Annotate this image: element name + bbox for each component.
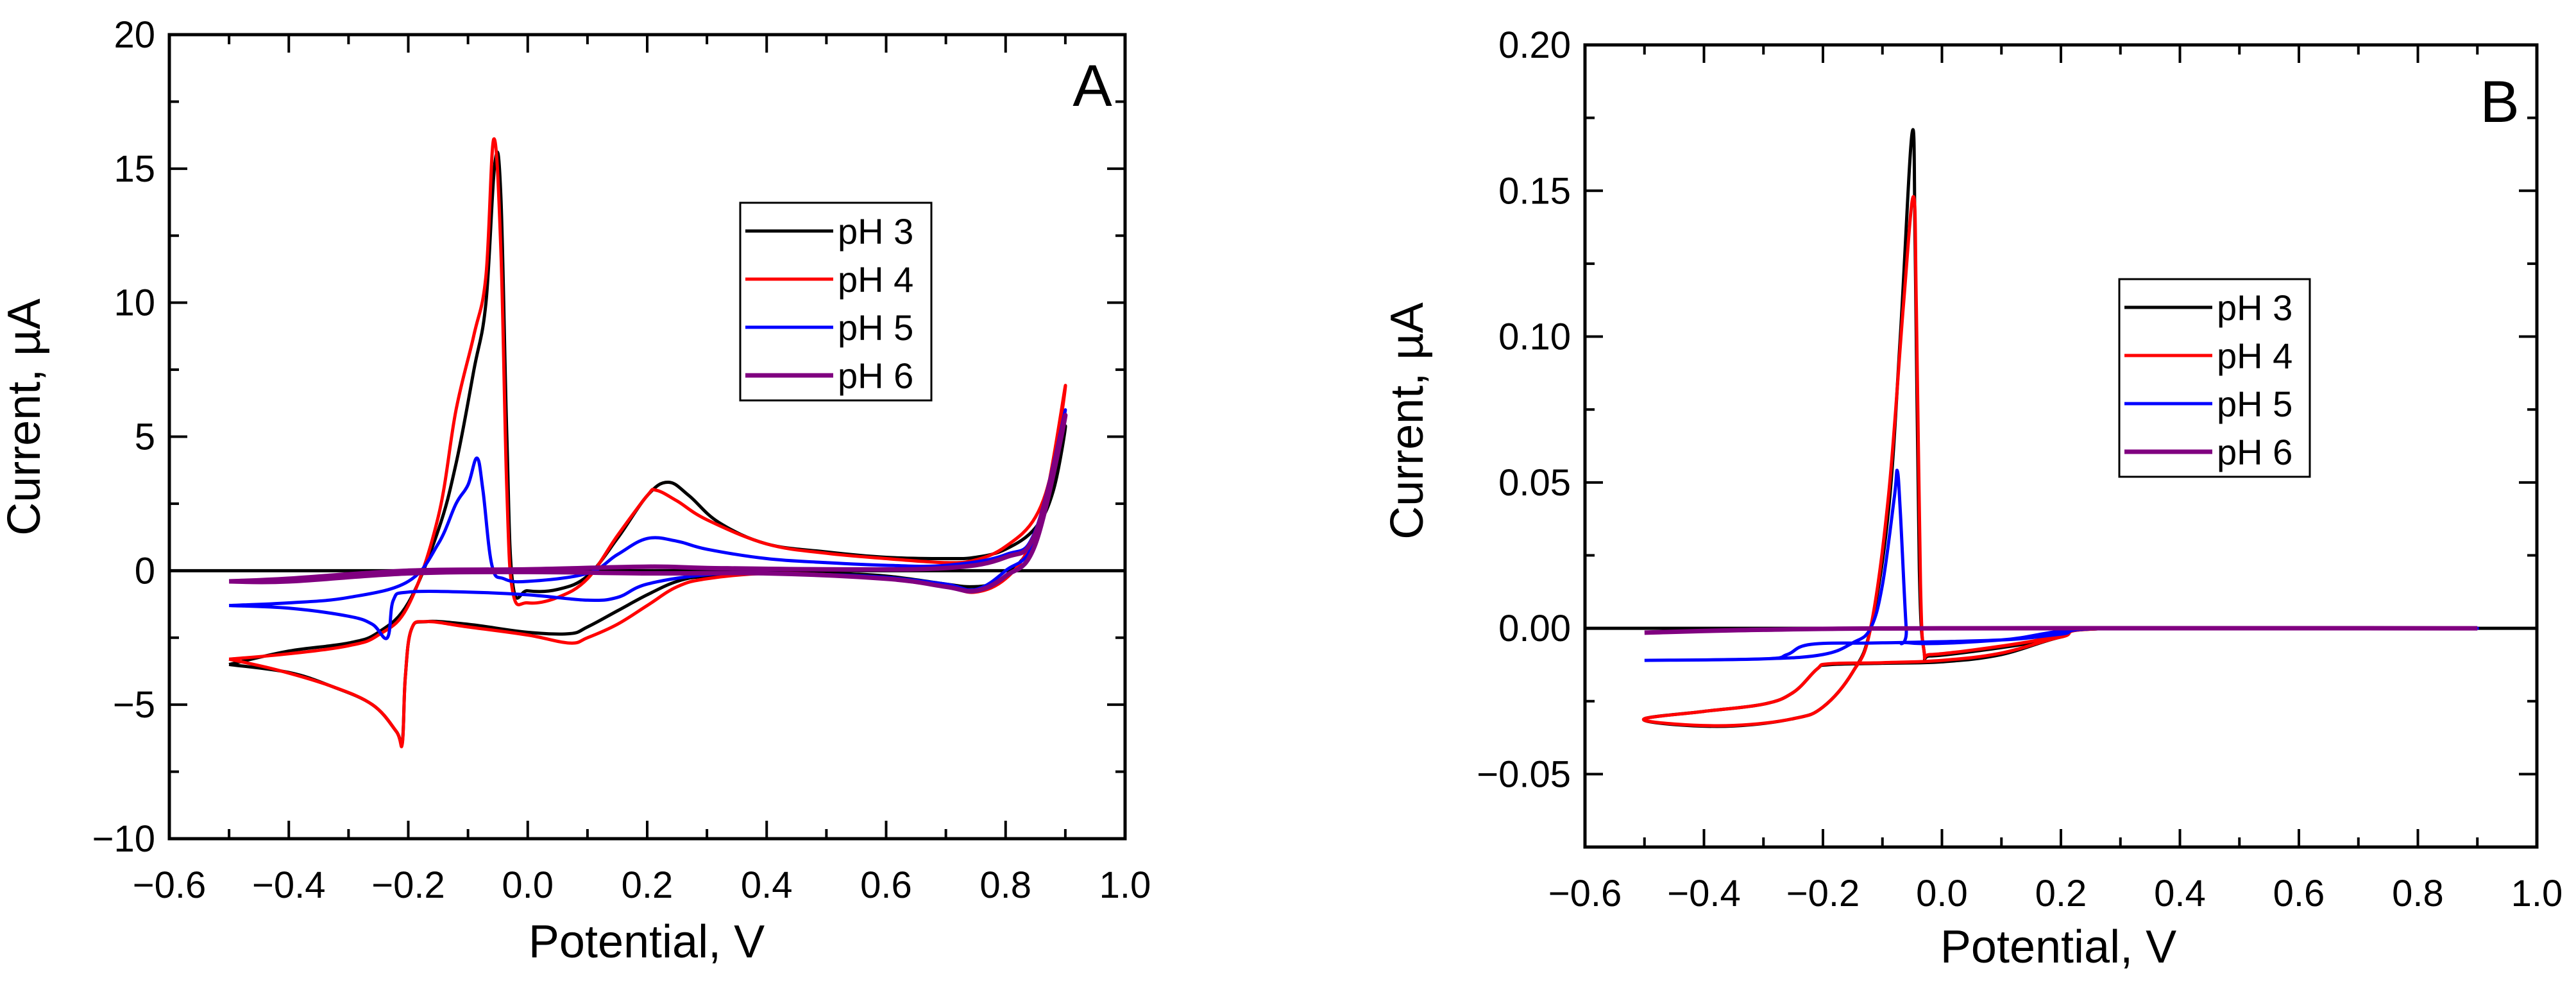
y-tick-label: −5 bbox=[113, 684, 155, 726]
x-tick-label: −0.6 bbox=[1548, 873, 1622, 914]
x-tick-label: 1.0 bbox=[1099, 864, 1151, 906]
legend-box bbox=[2118, 278, 2311, 478]
x-tick-label: 0.2 bbox=[622, 864, 674, 906]
x-tick-label: −0.4 bbox=[1667, 873, 1741, 914]
y-tick-label: 0.10 bbox=[1498, 316, 1571, 358]
x-tick-label: 0.6 bbox=[2273, 873, 2325, 914]
y-tick-label: 0.20 bbox=[1498, 24, 1571, 66]
legend-label: pH 6 bbox=[2217, 432, 2292, 472]
panel-label: B bbox=[2480, 69, 2519, 135]
x-tick-label: 0.4 bbox=[741, 864, 793, 906]
series-line-ph3 bbox=[228, 150, 1067, 748]
y-axis-title: Current, µA bbox=[1382, 302, 1433, 540]
legend-label: pH 3 bbox=[2217, 287, 2292, 328]
legend-box bbox=[739, 201, 933, 402]
x-tick-label: 0.0 bbox=[1916, 873, 1968, 914]
legend: pH 3 pH 4 pH 5 pH 6 bbox=[739, 201, 933, 402]
x-tick-label: 0.8 bbox=[2392, 873, 2444, 914]
panel-label: A bbox=[1072, 53, 1112, 119]
y-axis-title: Current, µA bbox=[0, 298, 50, 536]
legend-label: pH 6 bbox=[838, 355, 913, 396]
x-tick-label: 0.4 bbox=[2154, 873, 2206, 914]
x-tick-label: 0.6 bbox=[860, 864, 912, 906]
x-tick-label: −0.2 bbox=[1786, 873, 1860, 914]
x-tick-label: −0.6 bbox=[133, 864, 207, 906]
legend-label: pH 5 bbox=[838, 307, 913, 348]
series-line-ph6 bbox=[228, 413, 1068, 594]
x-tick-label: 0.0 bbox=[502, 864, 554, 906]
x-axis-title: Potential, V bbox=[1940, 921, 2176, 973]
panel-b-chart: −0.6 −0.4 −0.2 0.0 0.2 0.4 0.6 0.8 1.0 −0.05 0.00 0… bbox=[1382, 24, 2563, 973]
legend-label: pH 4 bbox=[838, 259, 913, 300]
y-tick-label: −10 bbox=[92, 818, 155, 860]
x-axis-title: Potential, V bbox=[529, 916, 765, 968]
y-tick-label: −0.05 bbox=[1477, 753, 1571, 795]
y-tick-label: 15 bbox=[114, 148, 155, 190]
plot-frame bbox=[167, 33, 1127, 841]
series-line-ph4 bbox=[1641, 194, 2478, 728]
series-line-ph4 bbox=[228, 137, 1067, 749]
x-tick-label: −0.4 bbox=[252, 864, 326, 906]
legend-label: pH 4 bbox=[2217, 336, 2292, 376]
x-tick-label: 1.0 bbox=[2511, 873, 2563, 914]
legend-label: pH 5 bbox=[2217, 384, 2292, 424]
y-tick-label: 0.00 bbox=[1498, 608, 1571, 649]
y-tick-label: 0 bbox=[135, 550, 155, 592]
series-line-ph6 bbox=[1644, 626, 2478, 635]
y-tick-label: 0.05 bbox=[1498, 462, 1571, 504]
x-tick-label: 0.2 bbox=[2035, 873, 2087, 914]
legend: pH 3 pH 4 pH 5 pH 6 bbox=[2118, 278, 2311, 478]
y-tick-label: 0.15 bbox=[1498, 170, 1571, 212]
x-tick-label: 0.8 bbox=[979, 864, 1031, 906]
legend-label: pH 3 bbox=[838, 211, 913, 252]
y-tick-label: 10 bbox=[114, 282, 155, 324]
y-tick-label: 20 bbox=[114, 14, 155, 56]
panel-a-chart: −0.6 −0.4 −0.2 0.0 0.2 0.4 0.6 0.8 1.0 −10 −5 0 5 10 1… bbox=[0, 14, 1151, 968]
x-tick-label: −0.2 bbox=[371, 864, 445, 906]
y-tick-label: 5 bbox=[135, 416, 155, 458]
